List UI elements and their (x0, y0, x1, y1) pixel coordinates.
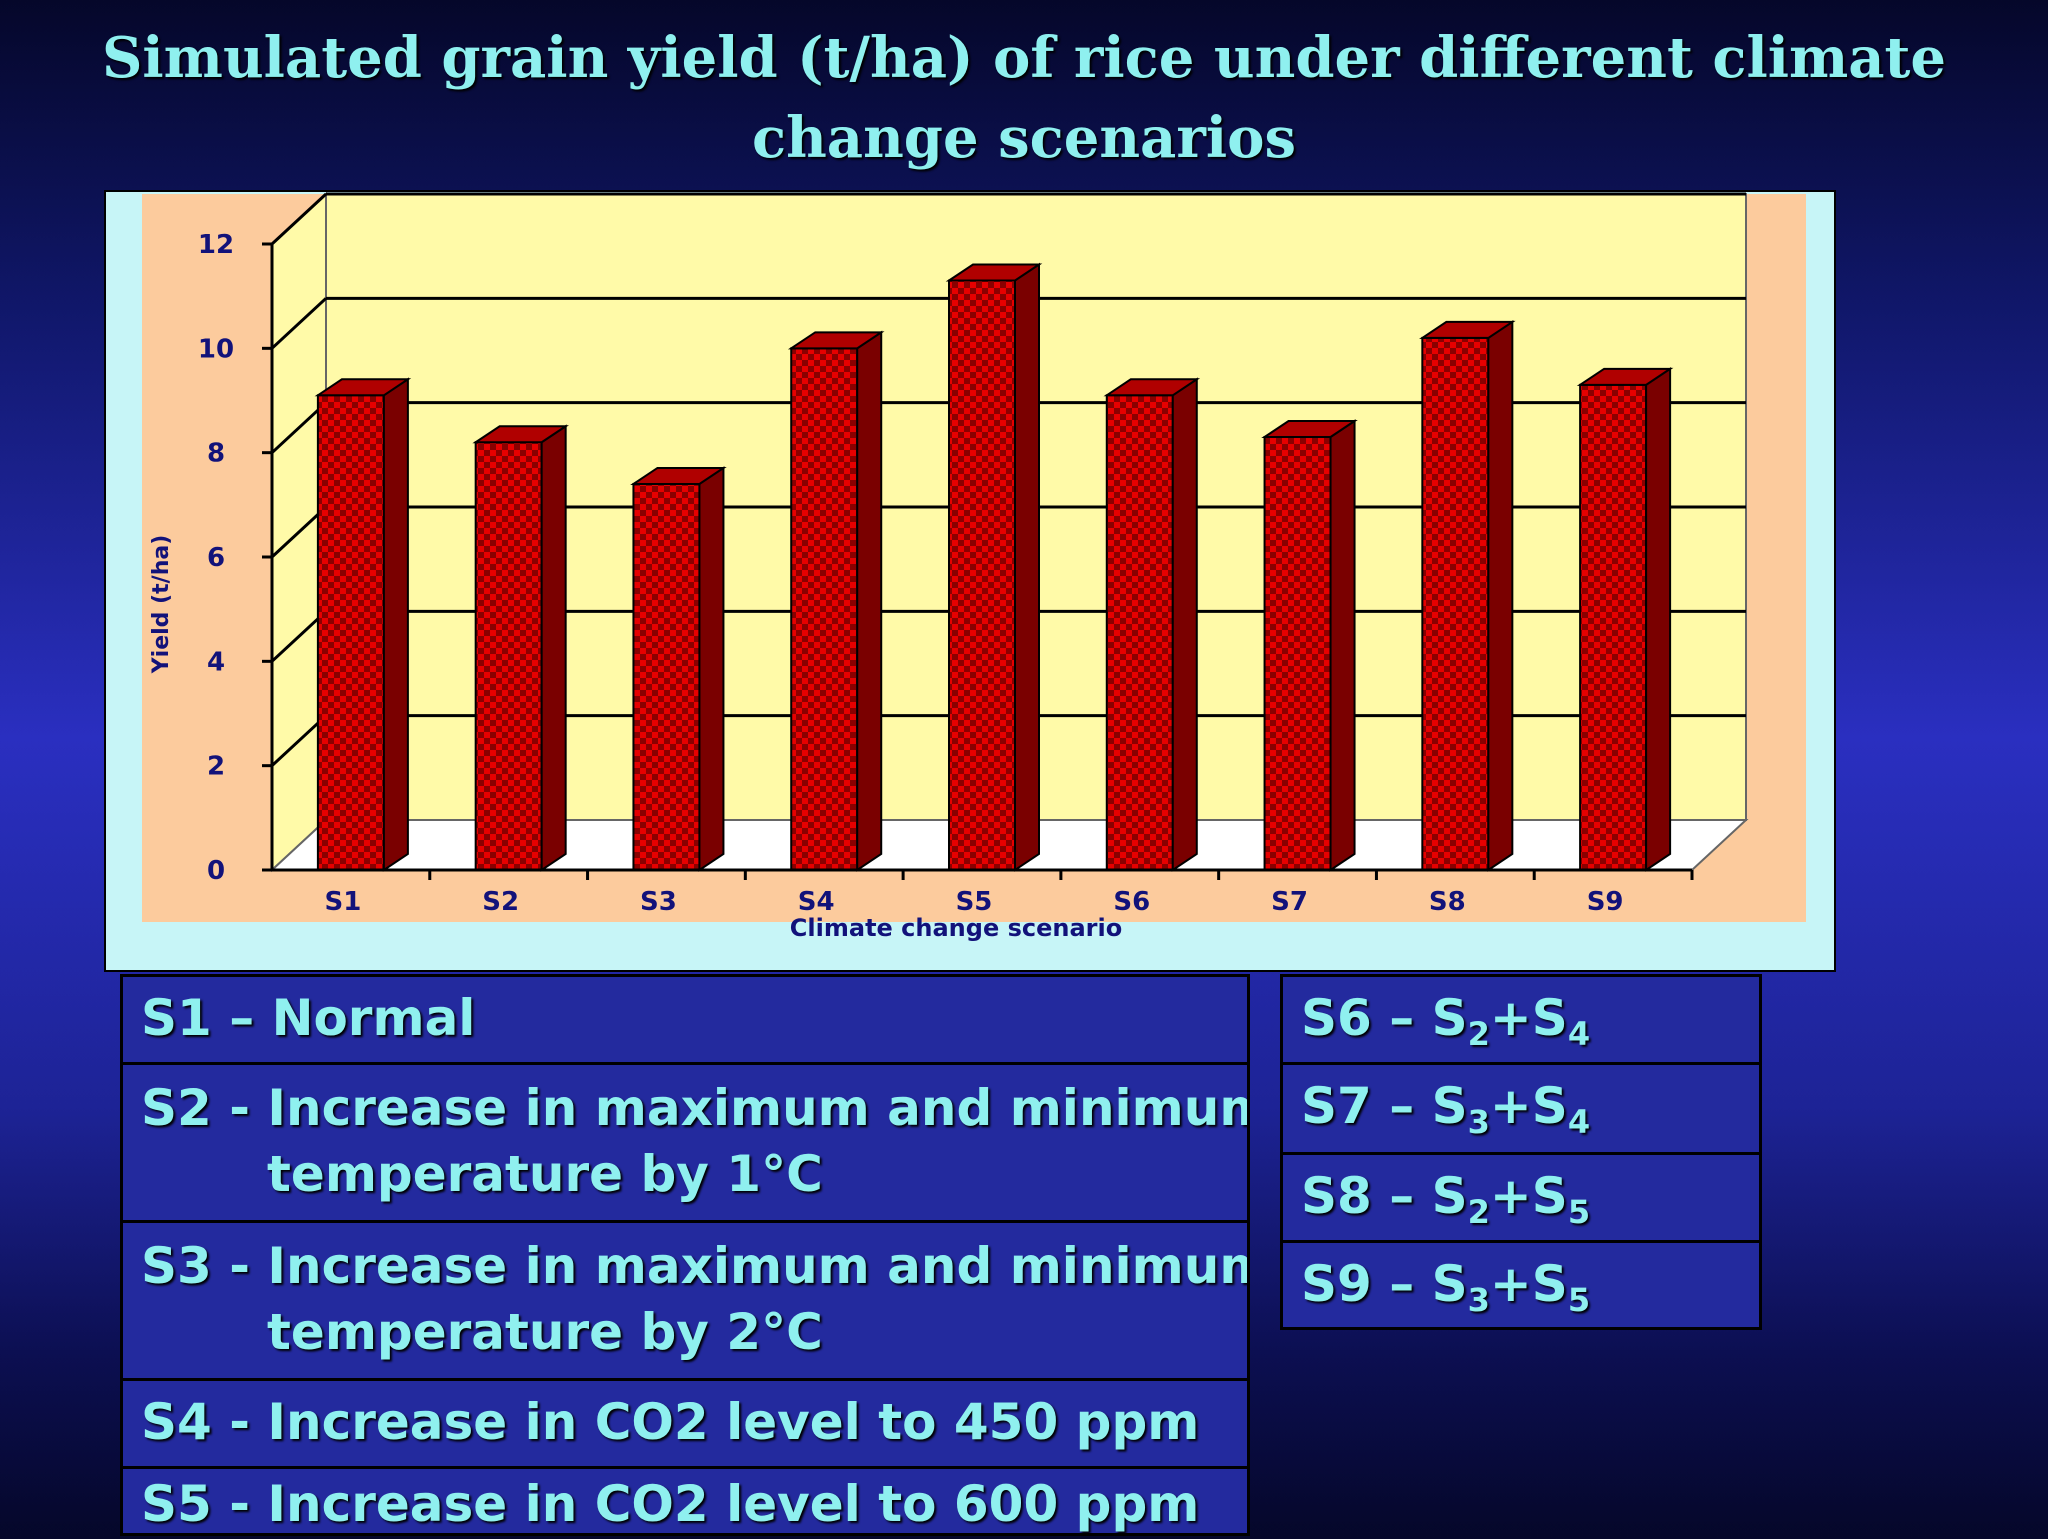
legend-label-s3-cont: temperature by 2°C (267, 1303, 823, 1361)
bar-s1 (316, 394, 385, 872)
legend-s7-sub-b: 4 (1567, 1103, 1591, 1141)
bar-top (945, 263, 1043, 282)
legend-label-s1: S1 – Normal (141, 989, 476, 1047)
legend-s9-sub-b: 5 (1567, 1281, 1591, 1319)
legend-row-s1: S1 – Normal (123, 977, 1247, 1065)
bar-top (630, 466, 727, 485)
legend-row-s9: S9 – S3+S5 (1283, 1243, 1759, 1327)
bar-top (1103, 378, 1201, 397)
legend-s8-sub-a: 2 (1467, 1193, 1490, 1231)
bar-side (1171, 377, 1198, 872)
bar-side (382, 377, 409, 872)
chart-title-line-2: change scenarios (751, 105, 1296, 171)
y-tick-label: 6 (207, 543, 225, 573)
bar-s5 (948, 279, 1016, 872)
legend-s9-plus: +S (1489, 1255, 1568, 1313)
bar-s8 (1421, 336, 1490, 871)
scenario-legend-left: S1 – Normal S2 - Increase in maximum and… (120, 974, 1250, 1536)
x-axis-title: Climate change scenario (790, 914, 1122, 942)
legend-label-s4: S4 - Increase in CO2 level to 450 ppm (141, 1393, 1200, 1451)
legend-label-s2: S2 - Increase in maximum and minimum (141, 1079, 1247, 1137)
y-tick-label: 8 (207, 439, 225, 469)
legend-label-s3: S3 - Increase in maximum and minimum (141, 1237, 1247, 1295)
bar-s9 (1579, 383, 1648, 871)
bar-s3 (632, 482, 701, 871)
legend-s8-prefix: S8 – S (1301, 1167, 1468, 1225)
legend-s9-prefix: S9 – S (1301, 1255, 1468, 1313)
bar-top (1419, 320, 1516, 339)
bar-side (1645, 366, 1672, 872)
bar-top (1261, 420, 1358, 439)
x-tick-label: S6 (1113, 887, 1150, 917)
legend-s7-sub-a: 3 (1467, 1103, 1490, 1141)
legend-row-s6: S6 – S2+S4 (1283, 977, 1759, 1065)
gridline-side (270, 297, 328, 350)
bar-top (472, 425, 569, 444)
x-tick-label: S7 (1271, 887, 1308, 917)
bar-s4 (790, 347, 859, 872)
legend-row-s2: S2 - Increase in maximum and minimum tem… (123, 1065, 1247, 1223)
x-tick-label: S1 (324, 887, 361, 917)
chart-frame: 0 2 4 6 8 10 12 S1 S2 S3 S4 S5 S6 S7 S8 S9 Climate chan… (104, 190, 1836, 972)
x-tick-label: S2 (482, 887, 519, 917)
bar-side (1329, 419, 1356, 872)
legend-s9-sub-a: 3 (1467, 1281, 1490, 1319)
bar-side (1014, 262, 1040, 872)
x-tick-label: S5 (956, 887, 993, 917)
bar-side (856, 330, 883, 872)
legend-row-s3: S3 - Increase in maximum and minimum tem… (123, 1223, 1247, 1381)
x-tick-label: S4 (798, 887, 835, 917)
bar-s6 (1105, 394, 1174, 872)
bar-top (314, 378, 412, 397)
legend-s7-plus: +S (1489, 1077, 1568, 1135)
bar-side (698, 466, 725, 872)
bar-s7 (1263, 436, 1332, 871)
legend-row-s5: S5 - Increase in CO2 level to 600 ppm (123, 1469, 1247, 1539)
legend-s8-sub-b: 5 (1567, 1193, 1591, 1231)
legend-s6-sub-a: 2 (1467, 1015, 1490, 1053)
bar-side (540, 424, 567, 872)
legend-row-s8: S8 – S2+S5 (1283, 1155, 1759, 1243)
legend-row-s7: S7 – S3+S4 (1283, 1065, 1759, 1155)
legend-label-s5: S5 - Increase in CO2 level to 600 ppm (141, 1475, 1200, 1533)
legend-label-s2-cont: temperature by 1°C (267, 1145, 823, 1203)
y-axis-title: Yield (t/ha) (149, 535, 174, 675)
legend-s6-prefix: S6 – S (1301, 989, 1468, 1047)
bar-s2 (474, 441, 543, 871)
legend-s6-sub-b: 4 (1567, 1015, 1591, 1053)
y-tick-label: 0 (207, 856, 225, 886)
scenario-legend-right: S6 – S2+S4 S7 – S3+S4 S8 – S2+S5 S9 – S3… (1280, 974, 1762, 1330)
y-tick-label: 2 (207, 752, 225, 782)
bar-top (1576, 367, 1674, 386)
y-tick-label: 12 (198, 230, 234, 260)
legend-row-s4: S4 - Increase in CO2 level to 450 ppm (123, 1381, 1247, 1469)
y-tick-label: 4 (207, 647, 225, 677)
bar-side (1487, 320, 1514, 872)
bar-top (787, 331, 885, 350)
gridline-side (270, 192, 328, 246)
legend-s8-plus: +S (1489, 1167, 1568, 1225)
bar-chart: 0 2 4 6 8 10 12 S1 S2 S3 S4 S5 S6 S7 S8 S9 Climate chan… (142, 192, 1806, 942)
legend-s7-prefix: S7 – S (1301, 1077, 1468, 1135)
chart-title: Simulated grain yield (t/ha) of rice und… (0, 18, 2048, 178)
x-tick-label: S9 (1587, 887, 1624, 917)
legend-s6-plus: +S (1489, 989, 1568, 1047)
x-tick-label: S3 (640, 887, 677, 917)
x-tick-label: S8 (1429, 887, 1466, 917)
y-tick-label: 10 (198, 334, 234, 364)
chart-title-line-1: Simulated grain yield (t/ha) of rice und… (101, 25, 1947, 91)
